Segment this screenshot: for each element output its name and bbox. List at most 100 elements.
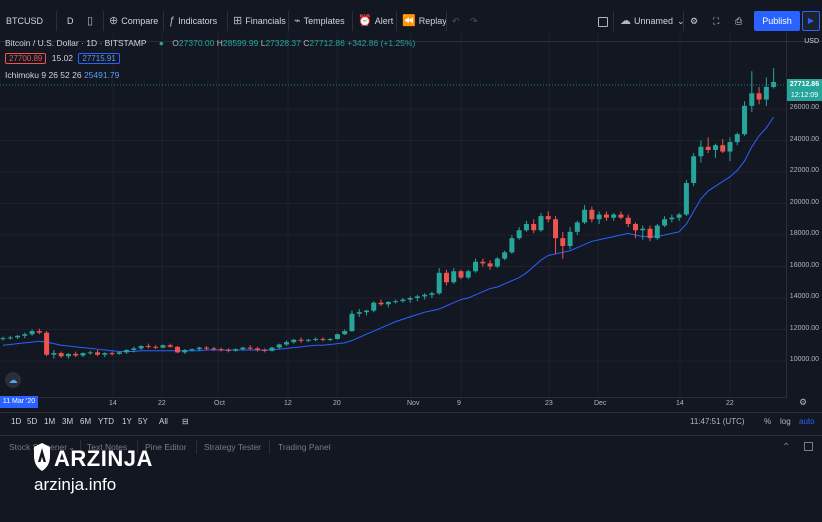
candle-body [480,261,486,264]
axis-settings-button[interactable]: ⚙ [799,397,807,408]
time-axis[interactable]: 14 22 Oct 12 20 Nov 9 23 Dec 14 22 [0,397,786,411]
footer-background [0,457,822,522]
time-tick-label: Dec [594,400,607,407]
object-tree-button[interactable]: ☁ [5,372,21,388]
symbol-title[interactable]: Bitcoin / U.S. Dollar · 1D · BITSTAMP [5,38,147,48]
goto-date-button[interactable]: ⊟ [182,417,189,426]
alert-label: Alert [374,16,394,26]
candle-body [313,338,319,340]
candle-body [698,146,704,157]
chevron-down-icon: ⌄ [677,16,685,26]
currency-label[interactable]: USD [804,38,819,45]
candle-body [742,105,748,135]
tab-pine-editor[interactable]: Pine Editor [145,442,187,452]
tab-strategy-tester[interactable]: Strategy Tester [204,442,262,452]
indicators-label: Indicators [178,16,218,26]
templates-button[interactable]: ⌁ Templates [294,13,345,29]
maximize-icon [804,442,813,451]
candle-body [15,335,21,338]
toolbar-divider [613,11,614,31]
expand-panel-button[interactable]: ⌃ [782,442,791,453]
fullscreen-icon: ⛶ [713,16,720,26]
range-button-3m[interactable]: 3M [62,417,74,426]
range-button-5y[interactable]: 5Y [138,417,148,426]
price-axis[interactable]: USD 26000.00 24000.00 22000.00 20000.00 1800… [786,33,822,398]
layout-name-button[interactable]: ☁ Unnamed ⌄ [620,13,685,29]
candle-body [400,299,406,302]
candle-body [720,145,726,152]
maximize-panel-button[interactable] [804,442,813,453]
range-button-6m[interactable]: 6M [80,417,92,426]
tab-text-notes[interactable]: Text Notes [87,442,128,452]
candle-body [705,146,711,150]
toolbar-divider [396,11,397,31]
cloud-icon: ☁ [8,375,18,385]
candle-body [589,209,595,220]
chevron-down-icon[interactable]: ⌄ [68,442,76,452]
settings-button[interactable]: ⚙ [690,13,698,29]
price-tick-label: 18000.00 [789,230,819,237]
toolbar-divider [103,11,104,31]
toolbar-divider [56,11,57,31]
sell-button[interactable]: 27700.89 [5,53,47,64]
time-tick-label: 14 [109,400,117,407]
replay-icon: ⏪ [402,15,416,27]
screenshot-button[interactable]: ⎙ [735,13,742,29]
candle-style-button[interactable]: ▯ [87,13,96,29]
high-key: H [216,38,223,48]
indicators-button[interactable]: ƒ Indicators [169,13,217,29]
candle-body [95,352,101,355]
candle-body [233,349,239,351]
range-button-1m[interactable]: 1M [44,417,56,426]
indicator-name[interactable]: Ichimoku 9 26 52 26 [5,70,82,80]
candle-body [763,86,769,100]
candles-icon: ▯ [87,15,94,27]
play-icon: ▶ [807,16,815,25]
time-tick-label: Oct [214,400,225,407]
range-button-5d[interactable]: 5D [27,417,38,426]
range-button-1d[interactable]: 1D [11,417,22,426]
candle-body [596,214,602,220]
price-chart[interactable] [0,33,786,398]
interval-selector[interactable]: D [67,16,74,26]
auto-toggle[interactable]: auto [799,417,815,426]
candle-body [632,223,638,231]
layout-toggle-button[interactable] [598,13,608,29]
toolbar-divider [683,11,684,31]
candle-body [473,261,479,272]
percent-toggle[interactable]: % [764,417,772,426]
undo-button[interactable]: ↶ [452,13,460,29]
candle-body [734,134,740,143]
candle-body [749,93,755,106]
chart-legend: Bitcoin / U.S. Dollar · 1D · BITSTAMP ● … [5,38,415,48]
candle-body [654,225,660,239]
range-button-1y[interactable]: 1Y [122,417,132,426]
clock-display[interactable]: 11:47:51 (UTC) [690,417,745,426]
compare-button[interactable]: ⊕ Compare [109,13,158,29]
candle-body [640,228,646,231]
financials-icon: ⊞ [233,15,243,27]
chart-grid [0,33,786,398]
alert-button[interactable]: ⏰ Alert [358,13,393,29]
range-button-ytd[interactable]: YTD [98,417,114,426]
fullscreen-button[interactable]: ⛶ [713,13,719,29]
range-all[interactable]: All [159,417,168,426]
log-toggle[interactable]: log [780,417,791,426]
arzinja-logo-icon [34,443,50,471]
financials-button[interactable]: ⊞ Financials [233,13,286,29]
buy-button[interactable]: 27715.91 [78,53,120,64]
candle-body [342,331,348,335]
tab-trading-panel[interactable]: Trading Panel [278,442,331,452]
candle-body [262,349,268,351]
candle-body [218,349,224,351]
low-value: 27328.37 [265,38,301,48]
symbol-search[interactable]: BTCUSD [6,16,44,26]
play-button[interactable]: ▶ [802,11,820,31]
redo-button[interactable]: ↷ [470,13,478,29]
candle-body [305,339,311,341]
replay-button[interactable]: ⏪ Replay [402,13,447,29]
gear-icon: ⚙ [690,16,699,26]
square-icon [598,16,608,27]
plus-circle-icon: ⊕ [109,15,119,27]
publish-button[interactable]: Publish [754,11,800,31]
